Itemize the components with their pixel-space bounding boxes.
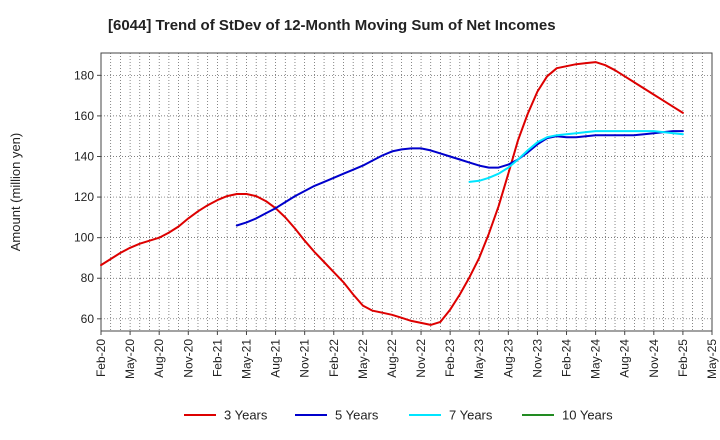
x-tick-label: Nov-23 (530, 339, 544, 378)
x-tick-label: Feb-21 (210, 339, 224, 377)
y-axis: 60 80 100 120 140 160 180 (74, 68, 101, 326)
x-tick-label: Nov-21 (298, 339, 312, 378)
x-tick-label: Feb-22 (327, 339, 341, 377)
x-tick-label: May-25 (705, 339, 719, 379)
y-tick-label: 60 (81, 312, 95, 326)
x-tick-label: Feb-20 (94, 339, 108, 377)
x-tick-label: May-21 (239, 339, 253, 379)
legend-label-2: 5 Years (335, 408, 379, 423)
x-tick-label: Feb-25 (676, 339, 690, 377)
x-tick-label: Nov-20 (181, 339, 195, 378)
x-tick-label: May-24 (589, 339, 603, 379)
y-tick-label: 160 (74, 109, 94, 123)
x-tick-label: May-23 (472, 339, 486, 379)
x-tick-label: May-22 (356, 339, 370, 379)
y-tick-label: 100 (74, 231, 94, 245)
x-tick-label: Nov-22 (414, 339, 428, 378)
x-tick-label: Aug-23 (501, 339, 515, 378)
legend-label-1: 3 Years (224, 408, 268, 423)
series-lines (100, 61, 684, 326)
y-tick-label: 140 (74, 149, 94, 163)
legend-label-4: 10 Years (562, 408, 613, 423)
legend-label-3: 7 Years (449, 408, 493, 423)
y-tick-label: 180 (74, 68, 94, 82)
x-tick-label: Feb-23 (443, 339, 457, 377)
x-tick-label: Feb-24 (560, 339, 574, 377)
x-axis: Feb-20 May-20 Aug-20 Nov-20 Feb-21 May-21 Aug-… (94, 331, 719, 379)
x-tick-label: Aug-21 (269, 339, 283, 378)
y-tick-label: 120 (74, 190, 94, 204)
series-line-2 (235, 130, 684, 227)
series-line-1 (100, 61, 684, 326)
y-axis-label: Amount (million yen) (8, 133, 23, 252)
x-tick-label: Nov-24 (647, 339, 661, 378)
x-tick-label: Aug-24 (618, 339, 632, 378)
series-line-3 (468, 130, 684, 183)
plot-area (100, 52, 713, 332)
y-tick-label: 80 (81, 271, 95, 285)
x-tick-label: Aug-20 (152, 339, 166, 378)
x-tick-label: Aug-22 (385, 339, 399, 378)
chart-title: [6044] Trend of StDev of 12-Month Moving… (108, 17, 556, 34)
legend: 3 Years 5 Years 7 Years 10 Years (184, 408, 613, 423)
x-tick-label: May-20 (123, 339, 137, 379)
